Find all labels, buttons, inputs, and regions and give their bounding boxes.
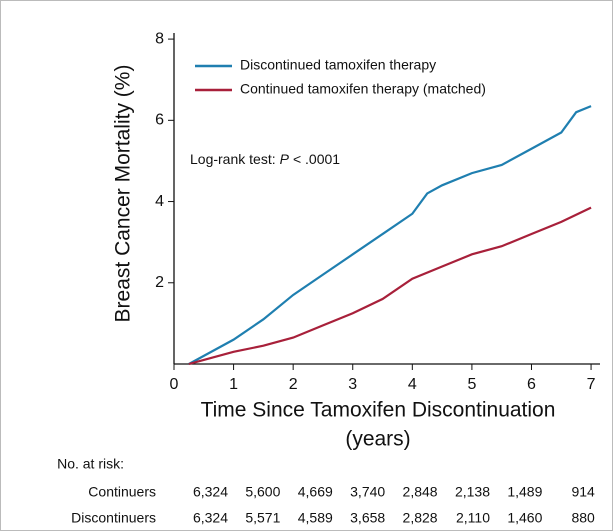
risk-value: 914 <box>571 484 595 500</box>
y-tick-label: 4 <box>155 193 164 210</box>
annotation-rest: < .0001 <box>293 151 340 167</box>
km-curve <box>188 206 592 366</box>
annotation-italic: P <box>280 151 290 167</box>
risk-value: 6,324 <box>193 510 228 526</box>
risk-row-name: Discontinuers <box>71 510 156 526</box>
risk-value: 5,600 <box>245 484 280 500</box>
risk-value: 4,589 <box>298 510 333 526</box>
risk-value: 3,740 <box>350 484 385 500</box>
km-curve <box>188 105 592 365</box>
risk-value: 4,669 <box>298 484 333 500</box>
annotation: Log-rank test: P < .0001 <box>190 151 340 167</box>
risk-value: 6,324 <box>193 484 228 500</box>
x-tick-label: 7 <box>587 376 596 393</box>
risk-value: 3,658 <box>350 510 385 526</box>
y-axis-label: Breast Cancer Mortality (%) <box>112 65 135 323</box>
x-tick-label: 2 <box>289 376 298 393</box>
risk-value: 2,848 <box>403 484 438 500</box>
x-tick-label: 0 <box>170 376 179 393</box>
legend-label: Discontinued tamoxifen therapy <box>240 57 436 73</box>
x-tick-label: 1 <box>229 376 238 393</box>
risk-value: 1,460 <box>507 510 542 526</box>
x-axis-label: (years) <box>345 428 410 451</box>
risk-row-name: Continuers <box>88 484 156 500</box>
risk-value: 1,489 <box>507 484 542 500</box>
risk-table-title: No. at risk: <box>57 456 124 472</box>
risk-value: 2,828 <box>403 510 438 526</box>
x-tick-label: 3 <box>348 376 357 393</box>
y-tick-label: 8 <box>155 30 164 47</box>
y-tick-label: 6 <box>155 112 164 129</box>
annotation-text: Log-rank test: <box>190 151 276 167</box>
x-tick-label: 6 <box>527 376 536 393</box>
x-tick-label: 4 <box>408 376 417 393</box>
risk-value: 880 <box>571 510 595 526</box>
x-axis-label: Time Since Tamoxifen Discontinuation <box>201 399 556 422</box>
risk-value: 2,138 <box>455 484 490 500</box>
x-tick-label: 5 <box>467 376 476 393</box>
legend-label: Continued tamoxifen therapy (matched) <box>240 81 486 97</box>
risk-value: 5,571 <box>245 510 280 526</box>
risk-value: 2,110 <box>456 510 490 526</box>
y-tick-label: 2 <box>155 274 164 291</box>
